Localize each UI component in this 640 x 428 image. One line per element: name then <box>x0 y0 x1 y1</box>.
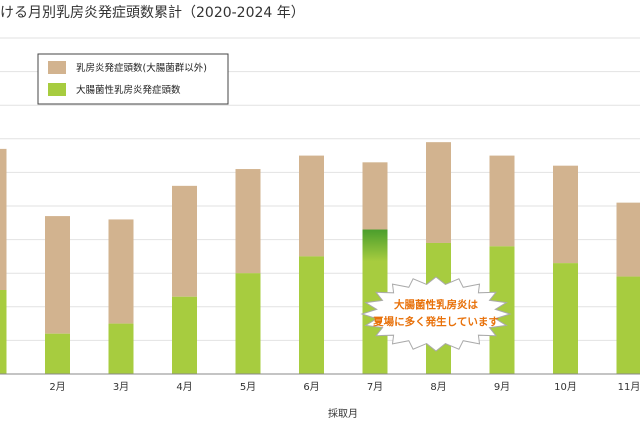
x-tick-label: 11月 <box>618 381 640 393</box>
legend-label-coliform: 大腸菌性乳房炎発症頭数 <box>76 84 181 96</box>
bar-other-6 <box>299 155 324 257</box>
bar-other-2 <box>45 216 70 334</box>
x-tick-label: 4月 <box>176 381 192 393</box>
bar-other-8 <box>426 142 451 243</box>
x-tick-label: 9月 <box>494 381 510 393</box>
bar-coliform-6 <box>299 256 324 374</box>
bar-coliform-10 <box>553 263 578 374</box>
x-tick-label: 8月 <box>430 381 446 393</box>
legend-swatch-other <box>48 61 66 74</box>
x-tick-labels: 2月 3月 4月 5月 6月 7月 8月 9月 10月 11月 <box>49 381 640 393</box>
bar-coliform-5 <box>235 273 261 374</box>
legend: 乳房炎発症頭数(大腸菌群以外) 大腸菌性乳房炎発症頭数 <box>37 53 229 105</box>
bar-other-9 <box>489 155 515 247</box>
bar-coliform-11 <box>616 276 640 374</box>
bar-coliform-4 <box>172 296 197 374</box>
x-tick-label: 10月 <box>554 381 577 393</box>
chart-title: ける月別乳房炎発症頭数累計（2020-2024 年） <box>0 5 305 21</box>
bar-other-5 <box>235 169 261 274</box>
callout: 大腸菌性乳房炎は 夏場に多く発生しています <box>360 276 512 352</box>
bar-other-7 <box>362 162 388 230</box>
legend-box <box>37 53 229 105</box>
callout-line-1: 大腸菌性乳房炎は <box>394 298 478 311</box>
bar-other-11 <box>616 202 640 277</box>
callout-line-2: 夏場に多く発生しています <box>372 315 499 328</box>
bar-coliform-2 <box>45 333 70 374</box>
bars <box>0 142 640 374</box>
x-tick-label: 3月 <box>113 381 129 393</box>
x-tick-label: 7月 <box>367 381 383 393</box>
x-axis-title: 採取月 <box>328 407 358 420</box>
bar-other-1 <box>0 148 7 290</box>
bar-other-3 <box>108 219 134 324</box>
callout-burst <box>360 276 512 352</box>
bar-other-10 <box>553 165 578 264</box>
x-tick-label: 2月 <box>49 381 65 393</box>
bar-coliform-3 <box>108 323 134 374</box>
bar-coliform-1 <box>0 290 7 374</box>
legend-swatch-coliform <box>48 83 66 96</box>
bar-other-4 <box>172 185 197 297</box>
x-tick-label: 6月 <box>303 381 319 393</box>
x-tick-label: 5月 <box>240 381 256 393</box>
legend-label-other: 乳房炎発症頭数(大腸菌群以外) <box>76 62 207 74</box>
